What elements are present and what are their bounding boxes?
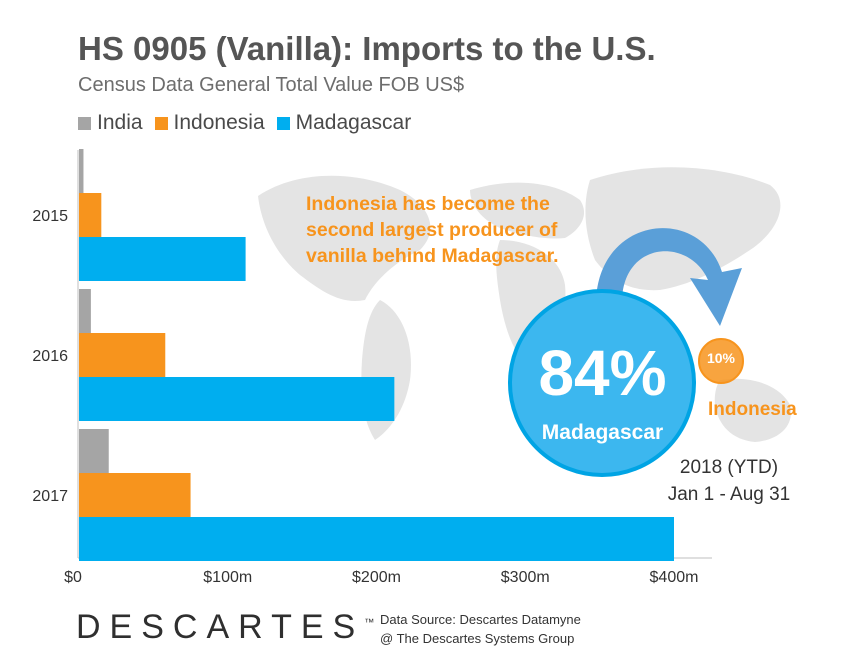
bar-madagascar-2016: [79, 377, 395, 421]
trademark-symbol: ™: [364, 617, 375, 629]
legend-swatch: [276, 116, 290, 130]
bar-madagascar-2015: [79, 237, 246, 281]
x-tick-label: $100m: [203, 569, 252, 586]
y-tick-label: 2015: [32, 208, 68, 225]
x-tick-label: $0: [64, 569, 82, 586]
page-subtitle: Census Data General Total Value FOB US$: [78, 74, 465, 96]
bar-madagascar-2017: [79, 517, 674, 561]
x-tick-label: $300m: [501, 569, 550, 586]
curved-arrow-icon: [596, 228, 742, 326]
bar-india-2015: [79, 149, 84, 193]
legend-item-madagascar: Madagascar: [276, 111, 412, 135]
indonesia-share-circle: [698, 338, 744, 384]
x-tick-label: $200m: [352, 569, 401, 586]
bar-india-2017: [79, 429, 109, 473]
legend-label: Indonesia: [173, 111, 265, 134]
madagascar-share-circle: [508, 289, 696, 477]
bar-indonesia-2016: [79, 333, 166, 377]
legend-swatch: [154, 116, 168, 130]
period-year: 2018 (YTD): [679, 457, 779, 478]
page-title: HS 0905 (Vanilla): Imports to the U.S.: [78, 30, 656, 67]
madagascar-share-value: 84%: [538, 337, 667, 409]
madagascar-share-label: Madagascar: [541, 421, 664, 444]
indonesia-share-value: 10%: [706, 350, 736, 366]
bar-india-2016: [79, 289, 91, 333]
y-tick-label: 2017: [32, 488, 68, 505]
legend-item-india: India: [78, 111, 143, 135]
indonesia-share-label: Indonesia: [708, 399, 797, 420]
legend-item-indonesia: Indonesia: [154, 111, 265, 135]
data-source-line: Data Source: Descartes Datamyne: [380, 612, 581, 627]
legend-swatch: [78, 116, 91, 130]
legend-label: Madagascar: [295, 111, 412, 134]
bar-indonesia-2017: [79, 473, 191, 517]
logo-text: DESCARTES: [76, 608, 365, 646]
descartes-logo: DESCARTES™: [76, 608, 374, 647]
x-tick-label: $400m: [650, 569, 699, 586]
legend-label: India: [97, 111, 143, 134]
copyright-line: @ The Descartes Systems Group: [380, 631, 575, 646]
period-range: Jan 1 - Aug 31: [667, 484, 791, 505]
chart-legend: India Indonesia Madagascar: [78, 111, 411, 135]
y-tick-label: 2016: [32, 348, 68, 365]
callout-text: Indonesia has become the second largest …: [306, 193, 559, 267]
bar-indonesia-2015: [79, 193, 102, 237]
